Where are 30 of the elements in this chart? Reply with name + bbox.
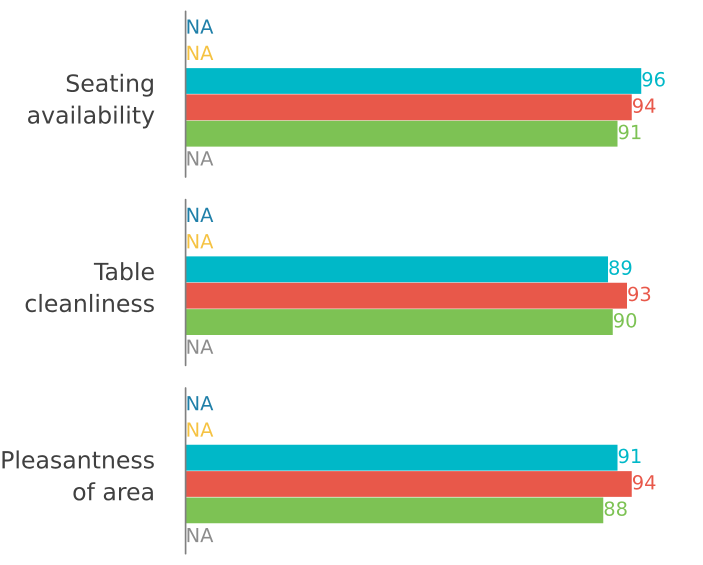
y-tick-label: Table cleanliness — [26, 262, 154, 312]
y-tick-label: Seating availability — [28, 74, 154, 128]
data-label: 91 — [618, 448, 640, 464]
text: NA — [188, 208, 214, 222]
y-tick-label: Pleasantness of area — [2, 450, 154, 501]
data-label: 88 — [604, 501, 627, 516]
bar — [186, 444, 618, 471]
text: NA — [188, 19, 214, 34]
bar — [186, 94, 632, 120]
data-label: 96 — [642, 72, 665, 87]
text: NA — [188, 340, 214, 354]
text: NA — [188, 422, 214, 437]
bar — [186, 256, 608, 282]
bar — [186, 282, 627, 309]
bar — [186, 68, 642, 94]
data-label: 89 — [609, 260, 632, 275]
data-label: 93 — [628, 286, 650, 302]
bar — [186, 471, 632, 497]
text: NA — [188, 234, 214, 248]
text: NA — [188, 396, 214, 410]
bar — [186, 497, 604, 524]
text: NA — [188, 528, 214, 542]
data-label: 94 — [632, 98, 656, 113]
data-label: 91 — [618, 124, 640, 140]
text: NA — [188, 151, 214, 166]
data-label: 90 — [614, 312, 636, 328]
data-label: 94 — [632, 474, 656, 490]
bar — [186, 309, 613, 335]
bar — [186, 120, 618, 147]
text: NA — [188, 46, 214, 60]
